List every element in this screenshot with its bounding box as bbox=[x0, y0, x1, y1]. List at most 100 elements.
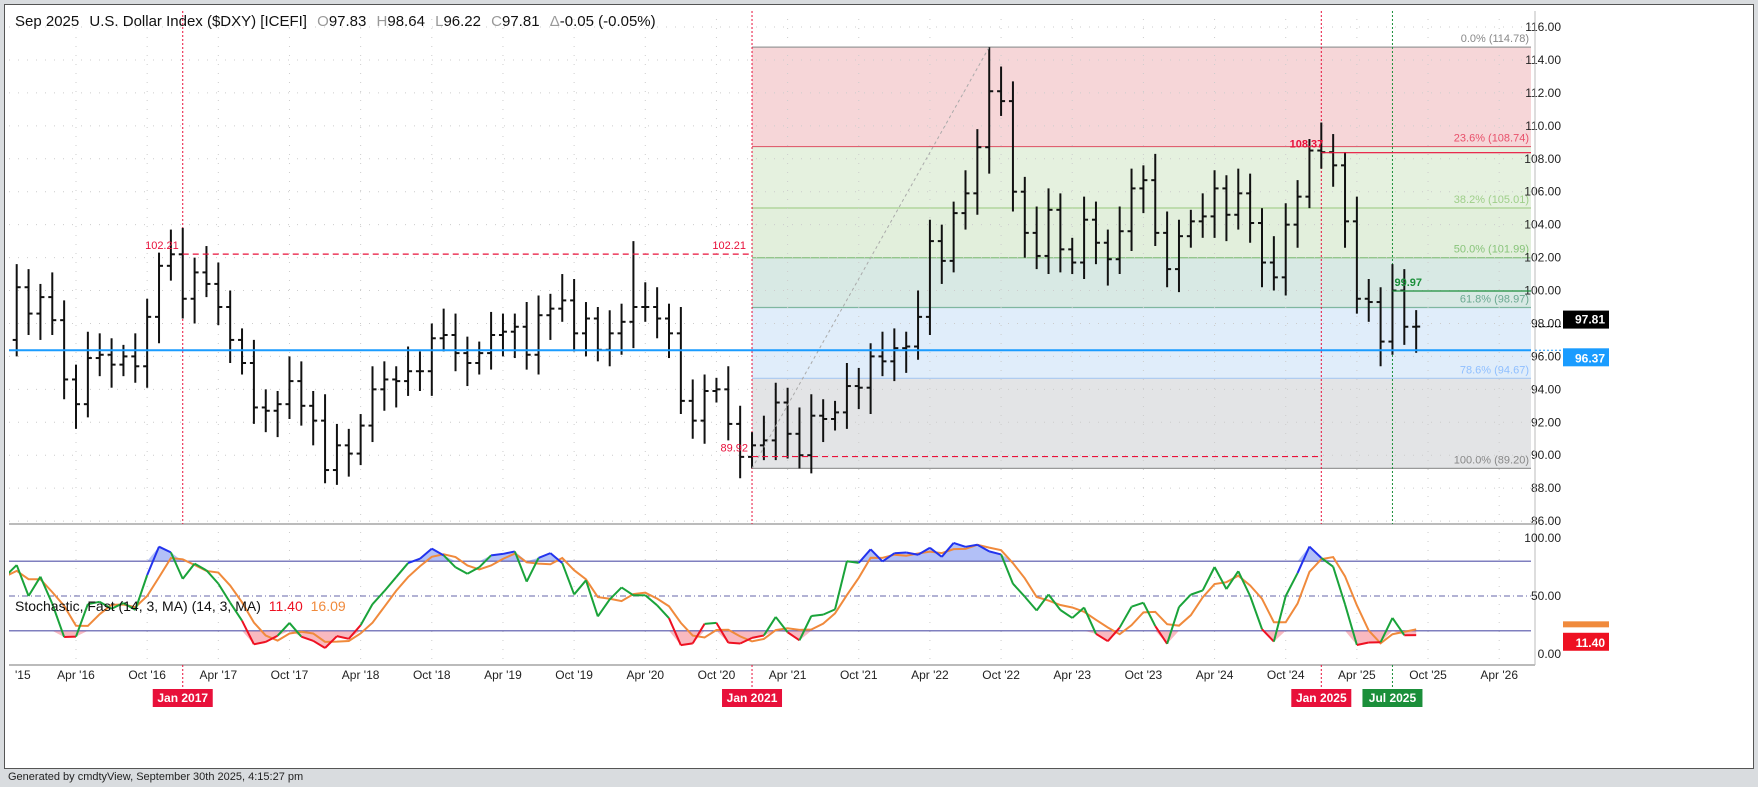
price-bar bbox=[724, 366, 733, 441]
stochastic-k-segment bbox=[644, 594, 658, 607]
annotation-label: 99.97 bbox=[1394, 277, 1422, 289]
stochastic-k-segment bbox=[1190, 589, 1204, 596]
stochastic-k-segment bbox=[1012, 583, 1026, 598]
stochastic-k-segment bbox=[538, 552, 551, 559]
stochastic-k-segment bbox=[336, 635, 349, 640]
stochastic-k-segment bbox=[1071, 606, 1085, 619]
stochastic-k-segment bbox=[1083, 607, 1097, 635]
date-marker-badge bbox=[152, 689, 213, 707]
price-bar bbox=[605, 310, 614, 367]
stochastic-k-segment bbox=[253, 640, 266, 646]
stochastic-k-segment bbox=[324, 635, 338, 649]
price-bar bbox=[700, 374, 709, 444]
stochastic-k-segment bbox=[9, 564, 18, 574]
stochastic-k-segment bbox=[1249, 595, 1263, 630]
date-marker-badge bbox=[722, 689, 783, 707]
open-value: 97.83 bbox=[328, 13, 367, 30]
price-bar bbox=[748, 432, 757, 469]
high-value: 98.64 bbox=[387, 13, 425, 30]
stochastic-k-segment bbox=[894, 551, 907, 555]
stochastic-k-segment bbox=[941, 542, 955, 558]
stochastic-k-segment bbox=[169, 551, 184, 580]
price-bar bbox=[973, 129, 982, 215]
stochastic-k-segment bbox=[490, 552, 504, 557]
stochastic-k-segment bbox=[288, 622, 303, 638]
price-bar bbox=[5, 328, 9, 363]
x-tick-label: Oct '17 bbox=[271, 668, 309, 682]
price-bar bbox=[961, 170, 970, 230]
price-bar bbox=[902, 331, 911, 373]
price-bar bbox=[273, 390, 282, 438]
stochastic-k-segment bbox=[229, 602, 243, 622]
price-bar bbox=[831, 400, 840, 431]
annotation-label: 108.37 bbox=[1290, 139, 1324, 151]
stochastic-k-segment bbox=[668, 617, 682, 646]
price-bar bbox=[712, 377, 721, 403]
date-marker-badge bbox=[1291, 689, 1352, 707]
stochastic-k-segment bbox=[158, 545, 172, 554]
low-label: L bbox=[435, 13, 444, 30]
price-bar bbox=[321, 394, 330, 484]
stochastic-k-segment bbox=[822, 608, 836, 616]
stochastic-k-segment bbox=[478, 554, 492, 568]
stochastic-k-segment bbox=[704, 621, 717, 625]
price-bar bbox=[439, 308, 448, 352]
support-price-tag bbox=[1563, 348, 1609, 367]
price-bar bbox=[546, 293, 555, 340]
price-bar bbox=[676, 306, 685, 415]
x-tick-label: Oct '16 bbox=[128, 668, 166, 682]
fib-trend-line bbox=[751, 46, 990, 469]
stochastic-k-segment bbox=[1320, 557, 1334, 568]
stochastic-title: Stochastic, Fast (14, 3, MA) (14, 3, MA) bbox=[15, 598, 261, 614]
x-tick-label: Oct '23 bbox=[1125, 668, 1163, 682]
price-bar bbox=[404, 346, 413, 396]
stochastic-k-segment bbox=[1107, 626, 1121, 642]
last-price-label: 97.81 bbox=[1575, 313, 1605, 327]
stochastic-plot bbox=[9, 541, 1531, 649]
stochastic-k-segment bbox=[953, 541, 966, 548]
stochastic-k-segment bbox=[51, 603, 66, 638]
stochastic-k-segment bbox=[205, 569, 220, 585]
fib-level-label: 0.0% (114.78) bbox=[1461, 33, 1529, 45]
x-tick-label: Apr '22 bbox=[911, 668, 949, 682]
x-tick-label: Apr '23 bbox=[1053, 668, 1091, 682]
stochastic-k-segment bbox=[312, 639, 326, 649]
x-tick-label: Apr '18 bbox=[342, 668, 380, 682]
stochastic-k-segment bbox=[241, 620, 255, 645]
support-price-label: 96.37 bbox=[1575, 351, 1605, 365]
stochastic-k-segment bbox=[502, 550, 516, 555]
y-tick-label: 106.00 bbox=[1524, 185, 1561, 199]
fib-level-label: 100.0% (89.20) bbox=[1454, 454, 1529, 466]
price-bar bbox=[238, 328, 247, 375]
stochastic-k-segment bbox=[1118, 606, 1133, 629]
stoch-k-tag-label: 11.40 bbox=[1576, 636, 1606, 650]
price-bar bbox=[1091, 201, 1100, 265]
stochastic-k-segment bbox=[1166, 606, 1180, 645]
price-bar bbox=[688, 379, 697, 439]
y-tick-label: 98.00 bbox=[1531, 316, 1561, 330]
stochastic-k-segment bbox=[87, 600, 100, 606]
high-label: H bbox=[376, 13, 388, 30]
price-bar bbox=[1115, 206, 1124, 275]
price-bar bbox=[368, 366, 377, 443]
x-tick-label: Apr '25 bbox=[1338, 668, 1376, 682]
price-bar bbox=[1044, 188, 1053, 275]
price-bar bbox=[937, 224, 946, 284]
fib-level-label: 38.2% (105.01) bbox=[1454, 194, 1529, 206]
stochastic-k-segment bbox=[99, 600, 113, 610]
price-bar bbox=[1080, 196, 1089, 279]
last-price-tag bbox=[1563, 310, 1609, 329]
stochastic-k-segment bbox=[348, 624, 362, 640]
stochastic-k-segment bbox=[1332, 566, 1346, 605]
y-tick-label: 102.00 bbox=[1524, 251, 1561, 265]
price-bar bbox=[1376, 287, 1385, 367]
price-bar bbox=[1068, 237, 1077, 275]
price-bar bbox=[1305, 138, 1314, 209]
price-chart[interactable]: 0.0% (114.78) 23.6% (108.74) 38.2% (105.01… bbox=[5, 5, 1753, 768]
y-tick-label: 108.00 bbox=[1524, 152, 1561, 166]
stochastic-k-segment bbox=[621, 586, 634, 597]
price-bar bbox=[1127, 168, 1136, 251]
stochastic-k-segment bbox=[395, 562, 409, 578]
stochastic-k-segment bbox=[39, 576, 54, 605]
stochastic-k-value: 11.40 bbox=[268, 598, 303, 614]
